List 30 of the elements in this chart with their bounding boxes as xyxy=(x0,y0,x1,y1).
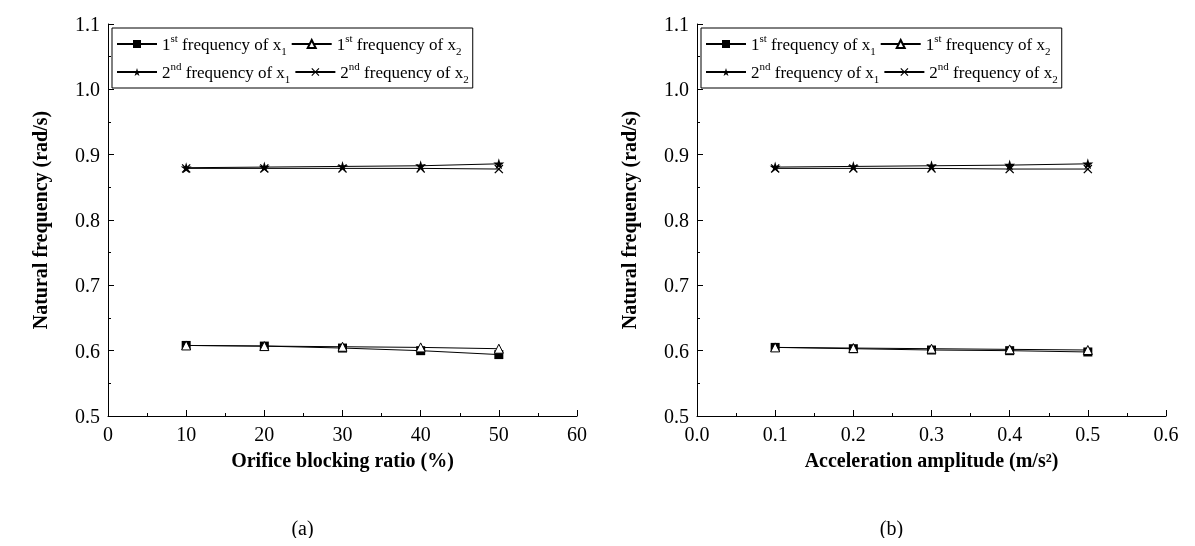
x-axis-title: Orifice blocking ratio (%) xyxy=(231,449,454,472)
x-tick-label: 20 xyxy=(254,423,275,445)
x-tick-label: 40 xyxy=(410,423,431,445)
x-tick-label: 60 xyxy=(567,423,587,445)
x-tick-label: 0 xyxy=(103,423,113,445)
y-tick-label: 0.8 xyxy=(664,209,689,231)
y-tick-label: 0.8 xyxy=(75,209,100,231)
y-tick-label: 0.6 xyxy=(664,339,689,362)
y-tick-label: 0.6 xyxy=(75,339,100,362)
x-axis-title: Acceleration amplitude (m/s²) xyxy=(804,449,1059,472)
x-tick-label: 50 xyxy=(488,423,509,445)
y-tick-label: 0.9 xyxy=(664,143,689,166)
y-tick-label: 1.1 xyxy=(75,13,100,35)
y-tick-label: 0.7 xyxy=(75,274,100,297)
x-tick-label: 0.5 xyxy=(1075,423,1101,445)
x-tick-label: 0.3 xyxy=(919,423,944,445)
y-tick-label: 1.0 xyxy=(75,78,100,101)
y-tick-label: 1.0 xyxy=(664,78,689,101)
y-axis-title: Natural frequency (rad/s) xyxy=(29,110,52,330)
y-axis-title: Natural frequency (rad/s) xyxy=(618,110,641,330)
y-tick-label: 0.5 xyxy=(75,405,100,427)
x-tick-label: 0.4 xyxy=(997,423,1023,445)
x-tick-label: 0.1 xyxy=(762,423,788,445)
x-tick-label: 0.6 xyxy=(1153,423,1179,445)
x-tick-label: 30 xyxy=(332,423,353,445)
y-tick-label: 0.7 xyxy=(664,274,689,297)
y-tick-label: 1.1 xyxy=(664,13,689,35)
x-tick-label: 10 xyxy=(176,423,197,445)
y-tick-label: 0.9 xyxy=(75,143,100,166)
x-tick-label: 0.2 xyxy=(840,423,866,445)
